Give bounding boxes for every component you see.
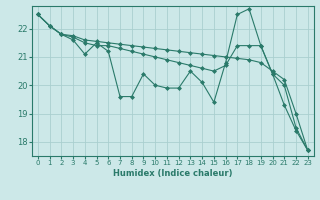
- X-axis label: Humidex (Indice chaleur): Humidex (Indice chaleur): [113, 169, 233, 178]
